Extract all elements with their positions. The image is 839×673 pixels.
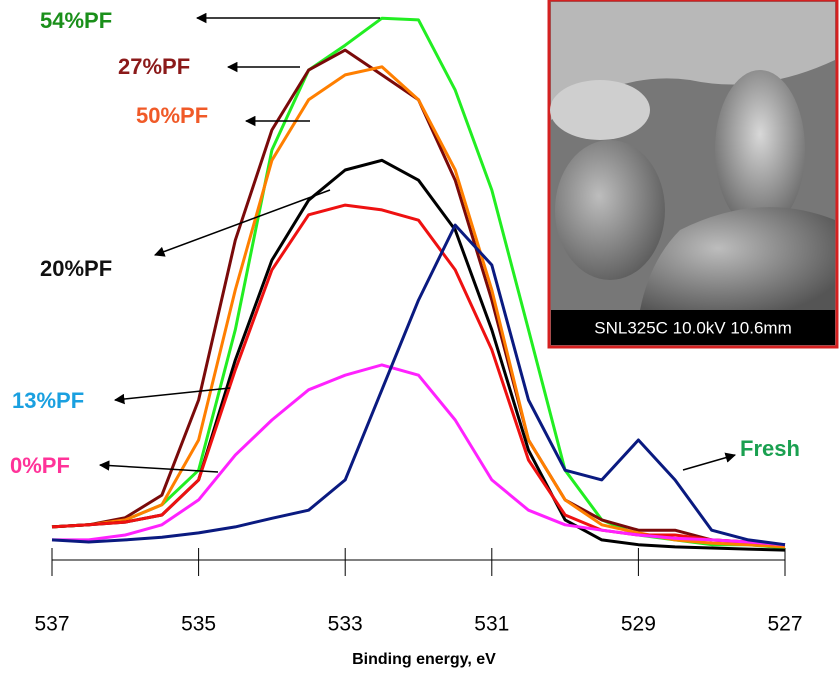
series-line xyxy=(52,363,786,547)
annotation-arrow xyxy=(98,460,219,473)
series-line xyxy=(51,223,786,547)
x-tick-label: 535 xyxy=(181,613,216,636)
series-label: 50%PF xyxy=(136,103,208,128)
annotation-arrow xyxy=(113,387,231,405)
x-tick-label: 537 xyxy=(34,613,69,636)
annotation-arrow xyxy=(154,189,331,257)
inset-caption: SNL325C 10.0kV 10.6mm xyxy=(594,318,792,337)
series-line xyxy=(51,203,786,547)
series-label: 13%PF xyxy=(12,388,84,413)
x-tick-label: 531 xyxy=(474,613,509,636)
series-label: Fresh xyxy=(740,436,800,461)
x-tick-label: 533 xyxy=(328,613,363,636)
x-tick-label: 529 xyxy=(621,613,656,636)
x-axis-label: Binding energy, eV xyxy=(352,651,496,668)
series-label: 27%PF xyxy=(118,54,190,79)
annotation-arrow xyxy=(682,452,737,471)
series-label: 20%PF xyxy=(40,256,112,281)
x-tick-label: 527 xyxy=(767,613,802,636)
series-label: 54%PF xyxy=(40,8,112,33)
series-label: 0%PF xyxy=(10,453,70,478)
sem-inset: SNL325C 10.0kV 10.6mm xyxy=(547,0,839,349)
